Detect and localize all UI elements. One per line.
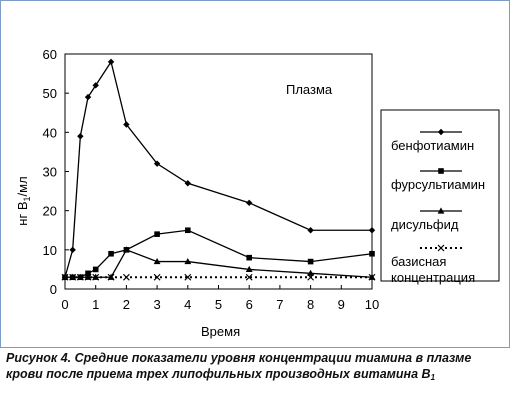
data-point-diamond [84,93,92,101]
y-tick-label: 0 [50,282,57,297]
data-point-diamond [246,199,253,207]
data-point-diamond [77,133,84,140]
x-tick-label: 10 [365,297,379,312]
x-marker-stroke [61,273,69,281]
series-group [61,58,376,281]
data-point-triangle [153,257,161,265]
x-marker-stroke [153,273,161,281]
data-point-x [437,244,445,252]
data-point-x [307,273,315,281]
series-4 [61,273,376,281]
data-point-x [61,273,69,281]
data-point-diamond [153,160,161,167]
data-point-square [307,258,314,265]
data-point-x [184,273,192,281]
data-point-diamond [437,128,445,136]
line-chart: Плазма Время нг B1/мл 0 10 20 30 40 50 60 0 1 2 3 4… [15,47,500,339]
data-point-diamond [368,227,376,234]
x-marker-stroke [84,273,92,281]
data-point-x [122,273,130,281]
data-point-triangle [184,257,192,265]
caption-subscript: 1 [430,373,436,382]
data-point-square [185,227,191,234]
data-point-square [92,266,99,273]
data-point-diamond [69,246,76,254]
y-axis-label: нг B1/мл [15,176,32,225]
data-point-triangle [307,269,314,276]
data-point-square [369,250,375,257]
data-point-x [153,273,161,281]
y-tick-label: 60 [43,47,57,62]
data-point-x [69,273,77,281]
x-tick-label: 1 [92,297,99,312]
caption-text: Рисунок 4. Средние показатели уровня кон… [6,351,472,381]
x-marker-stroke [122,273,130,281]
x-tick-label: 8 [307,297,314,312]
x-marker-stroke [92,273,100,281]
x-marker-stroke [245,273,253,281]
data-point-diamond [123,121,130,128]
figure-caption: Рисунок 4. Средние показатели уровня кон… [6,350,504,386]
data-point-x [92,273,100,281]
legend-label: базисная [391,254,446,269]
data-point-triangle [437,207,445,214]
x-tick-label: 9 [338,297,345,312]
x-tick-label: 4 [184,297,191,312]
x-tick-label: 0 [61,297,68,312]
data-point-x [76,273,84,281]
legend-item-1: бенфотиамин [391,128,474,153]
x-axis-label: Время [201,324,240,339]
x-tick-label: 7 [276,297,283,312]
y-axis-label-text: нг B1/мл [15,176,32,225]
legend-label: фурсультиамин [391,177,485,192]
legend-item-3: дисульфид [391,207,462,232]
y-tick-label: 30 [43,165,57,180]
data-point-square [438,168,444,174]
legend-box [380,109,500,282]
data-point-square [108,250,114,257]
legend-label: бенфотиамин [391,138,474,153]
legend-label: дисульфид [391,217,459,232]
data-point-x [107,273,115,281]
x-marker-stroke [69,273,77,281]
data-point-diamond [307,227,314,234]
data-point-diamond [107,58,115,66]
x-marker-stroke [76,273,84,281]
x-marker-stroke [107,273,115,281]
x-marker-stroke [184,273,192,281]
data-point-diamond [184,180,191,187]
y-tick-label: 20 [43,204,57,219]
legend: бенфотиамин фурсультиамин дисульфид базисна… [391,128,485,285]
x-tick-label: 2 [123,297,130,312]
legend-item-2: фурсультиамин [391,168,485,192]
data-point-triangle [123,246,130,253]
x-marker-stroke [368,273,376,281]
axes: 0 10 20 30 40 50 60 0 1 2 3 4 5 6 7 8 9 10 [43,47,380,312]
data-point-square [154,231,160,237]
data-point-diamond [92,82,99,89]
chart-frame: Плазма Время нг B1/мл 0 10 20 30 40 50 60 0 1 2 3 4… [0,0,510,348]
data-point-square [246,254,252,261]
x-tick-label: 3 [153,297,160,312]
x-marker-stroke [437,244,445,252]
data-point-square [85,270,91,277]
x-marker-stroke [307,273,315,281]
data-point-x [245,273,253,281]
y-tick-label: 50 [43,86,57,101]
x-tick-label: 6 [246,297,253,312]
data-point-triangle [245,265,253,273]
y-tick-label: 40 [43,125,57,140]
data-point-x [368,273,376,281]
series-2 [62,227,375,281]
legend-label: концентрация [391,270,475,285]
series-line [64,60,372,278]
y-tick-label: 10 [43,243,57,258]
x-tick-label: 5 [215,297,222,312]
data-point-x [84,273,92,281]
plot-annotation: Плазма [286,82,333,97]
